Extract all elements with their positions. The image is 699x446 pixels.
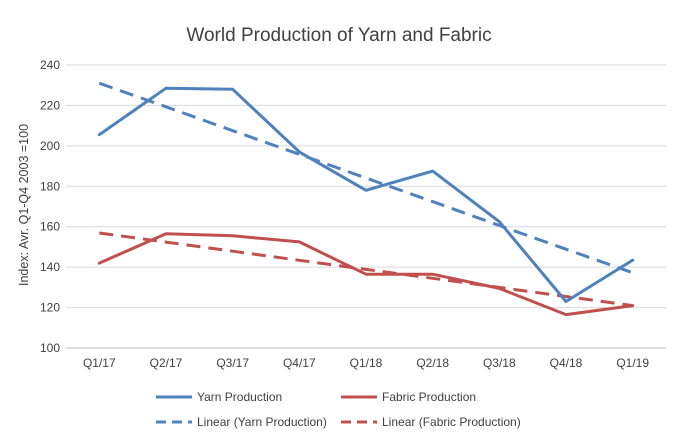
y-tick-label: 120: [40, 301, 60, 315]
y-axis-ticks: 100 120 140 160 180 200 220 240: [40, 58, 60, 355]
x-tick-label: Q1/19: [616, 356, 649, 370]
series-line-linear-yarn-production: [98, 81, 634, 275]
x-tick-label: Q2/18: [416, 356, 449, 370]
series-line-yarn-production: [97, 86, 635, 303]
y-tick-label: 240: [40, 58, 60, 72]
y-axis-label: Index: Avr. Q1-Q4 2003 =100: [17, 124, 31, 286]
y-tick-label: 100: [40, 341, 60, 355]
series-line-fabric-production: [97, 232, 635, 317]
legend-label: Linear (Fabric Production): [382, 415, 521, 429]
x-tick-label: Q2/17: [150, 356, 183, 370]
y-tick-label: 220: [40, 98, 60, 112]
x-tick-label: Q4/18: [550, 356, 583, 370]
x-tick-label: Q1/17: [83, 356, 116, 370]
legend: Yarn Production Fabric Production Linear (…: [156, 390, 521, 429]
x-tick-label: Q3/17: [216, 356, 249, 370]
series-line-linear-fabric-production: [99, 231, 633, 308]
legend-item: Linear (Yarn Production): [156, 415, 327, 429]
x-tick-label: Q4/17: [283, 356, 316, 370]
y-tick-label: 200: [40, 139, 60, 153]
legend-label: Yarn Production: [197, 390, 282, 404]
gridlines: [66, 64, 666, 349]
legend-item: Linear (Fabric Production): [341, 415, 521, 429]
chart-title: World Production of Yarn and Fabric: [186, 25, 491, 46]
y-tick-label: 180: [40, 179, 60, 193]
y-tick-label: 160: [40, 220, 60, 234]
x-tick-label: Q3/18: [483, 356, 516, 370]
legend-label: Linear (Yarn Production): [197, 415, 327, 429]
series-lines: [97, 81, 635, 317]
legend-label: Fabric Production: [382, 390, 476, 404]
y-tick-label: 140: [40, 260, 60, 274]
legend-item: Yarn Production: [156, 390, 282, 404]
legend-item: Fabric Production: [341, 390, 476, 404]
x-axis-ticks: Q1/17 Q2/17 Q3/17 Q4/17 Q1/18 Q2/18 Q3/18 Q4/18…: [83, 356, 649, 370]
x-tick-label: Q1/18: [350, 356, 383, 370]
